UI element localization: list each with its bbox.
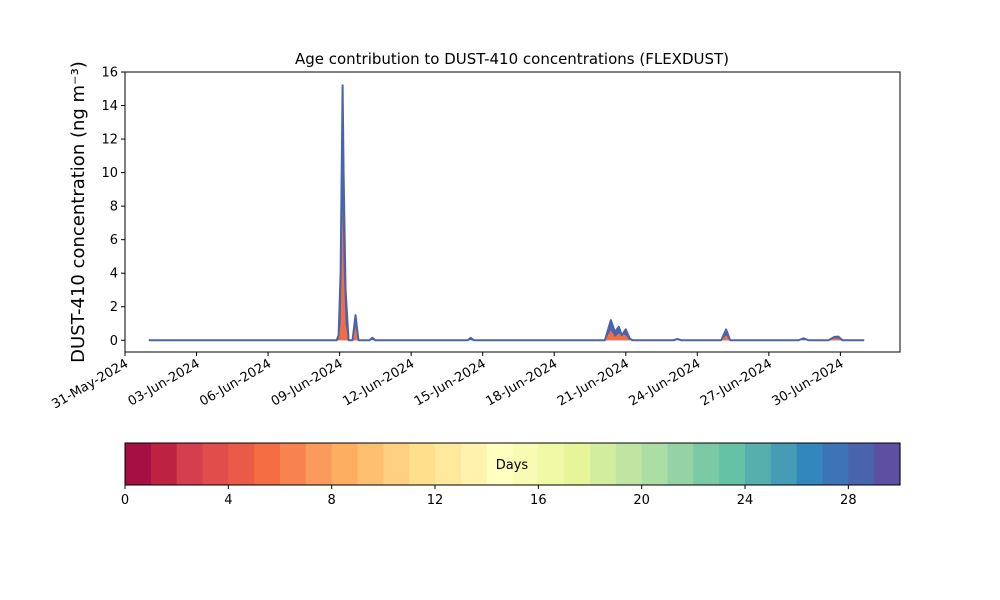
x-tick-label: 18-Jun-2024 (483, 356, 560, 409)
plot-frame (124, 71, 901, 353)
colorbar-segment (254, 443, 281, 485)
colorbar-segment (615, 443, 643, 485)
colorbar-segment (538, 443, 565, 485)
colorbar-segment (357, 443, 384, 485)
colorbar-segment (719, 443, 746, 485)
colorbar-segment (486, 443, 514, 485)
y-tick-label: 10 (101, 166, 118, 181)
colorbar-segment (745, 443, 772, 485)
colorbar-segment (435, 443, 462, 485)
chart-title: Age contribution to DUST-410 concentrati… (295, 50, 729, 68)
x-axis: 31-May-202403-Jun-202406-Jun-202409-Jun-… (49, 352, 846, 412)
colorbar-segment (564, 443, 591, 485)
y-tick-label: 2 (110, 300, 118, 315)
x-tick-label: 12-Jun-2024 (340, 356, 417, 409)
colorbar-segment (331, 443, 359, 485)
colorbar-segment (125, 443, 152, 485)
colorbar-segment (409, 443, 436, 485)
colorbar-tick-label: 16 (530, 493, 547, 508)
colorbar-frame (124, 442, 901, 486)
x-tick-label: 31-May-2024 (49, 356, 131, 412)
x-tick-label: 06-Jun-2024 (197, 356, 274, 409)
colorbar-segment (590, 443, 617, 485)
x-tick-label: 15-Jun-2024 (412, 356, 489, 409)
y-tick-label: 8 (110, 200, 118, 215)
y-tick-label: 4 (110, 267, 118, 282)
y-tick-label: 6 (110, 233, 118, 248)
colorbar-segment (641, 443, 669, 485)
colorbar-segment (874, 443, 901, 485)
colorbar-segment (693, 443, 720, 485)
y-tick-label: 0 (110, 334, 118, 349)
colorbar-label: Days (496, 458, 529, 473)
y-tick-label: 14 (101, 99, 118, 114)
x-tick-label: 30-Jun-2024 (770, 356, 847, 409)
colorbar-segment (383, 443, 410, 485)
colorbar-segment (848, 443, 875, 485)
colorbar-segment (150, 443, 178, 485)
x-tick-label: 09-Jun-2024 (269, 356, 346, 409)
colorbar: 0 4 8 12 16 20 24 28 (121, 442, 901, 508)
colorbar-tick-label: 24 (737, 493, 754, 508)
colorbar-segment (228, 443, 255, 485)
x-tick-label: 27-Jun-2024 (698, 356, 775, 409)
colorbar-segment (280, 443, 307, 485)
colorbar-segment (460, 443, 488, 485)
colorbar-tick-label: 0 (121, 493, 129, 508)
colorbar-segment (667, 443, 694, 485)
y-axis-label: DUST-410 concentration (ng m⁻³) (68, 61, 89, 363)
colorbar-segment (512, 443, 539, 485)
y-tick-label: 12 (101, 133, 118, 148)
colorbar-tick-label: 8 (328, 493, 336, 508)
colorbar-segment (202, 443, 229, 485)
colorbar-tick-label: 28 (840, 493, 857, 508)
colorbar-segment (770, 443, 798, 485)
colorbar-segment (176, 443, 204, 485)
colorbar-tick-label: 12 (427, 493, 444, 508)
total-line (148, 84, 865, 342)
plot-area (125, 72, 900, 352)
colorbar-segment (796, 443, 824, 485)
colorbar-tick-label: 4 (224, 493, 232, 508)
colorbar-segment (305, 443, 333, 485)
series-layer (148, 84, 865, 342)
colorbar-segment (822, 443, 849, 485)
x-tick-label: 24-Jun-2024 (626, 356, 703, 409)
y-axis: 0 2 4 6 8 10 12 14 16 (101, 66, 125, 349)
x-tick-label: 21-Jun-2024 (555, 356, 632, 409)
colorbar-tick-label: 20 (633, 493, 650, 508)
x-tick-label: 03-Jun-2024 (126, 356, 203, 409)
y-tick-label: 16 (101, 66, 118, 81)
